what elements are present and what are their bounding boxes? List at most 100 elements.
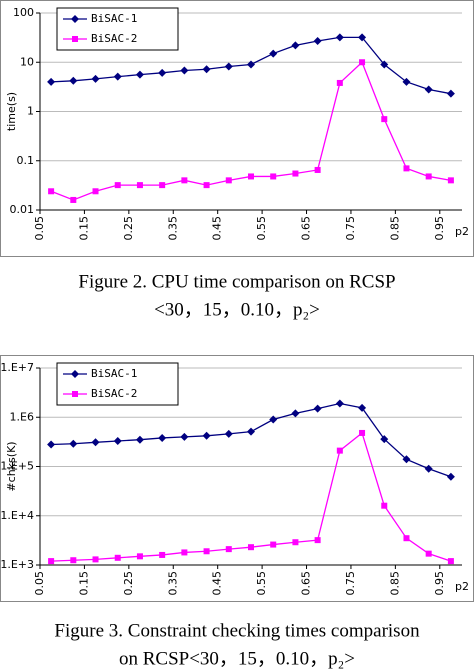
y-tick-label: 1.E6	[10, 410, 34, 423]
caption: Figure 3. Constraint checking times comp…	[54, 620, 420, 641]
marker	[359, 429, 366, 436]
marker	[380, 60, 389, 69]
x-tick-label: 0.65	[300, 216, 313, 241]
marker	[71, 15, 79, 23]
marker	[381, 116, 388, 123]
marker	[403, 165, 410, 172]
marker	[425, 173, 432, 180]
marker	[446, 89, 455, 98]
x-tick-label: 0.25	[122, 216, 135, 241]
marker	[291, 41, 300, 50]
y-tick-label: 0.1	[17, 154, 35, 167]
caption: <30，15，0.10，p₂>	[154, 299, 320, 320]
x-tick-label: 0.35	[166, 216, 179, 241]
marker	[403, 535, 410, 542]
legend-label: BiSAC-1	[91, 12, 137, 25]
marker	[224, 429, 233, 438]
marker	[92, 556, 99, 563]
marker	[136, 553, 143, 560]
marker	[425, 550, 432, 557]
marker	[447, 177, 454, 184]
x-tick-label: 0.15	[77, 216, 90, 241]
y-tick-label: 1.E+3	[0, 558, 34, 571]
marker	[292, 170, 299, 177]
marker	[424, 464, 433, 473]
marker	[71, 370, 79, 378]
marker	[291, 409, 300, 418]
marker	[159, 182, 166, 189]
marker	[158, 68, 167, 77]
marker	[47, 440, 56, 449]
marker	[48, 188, 55, 195]
x-tick-label: 0.65	[300, 571, 313, 596]
marker	[113, 72, 122, 81]
x-tick-label: 0.05	[33, 571, 46, 596]
x-tick-label: 0.45	[211, 216, 224, 241]
marker	[180, 66, 189, 75]
marker	[225, 177, 232, 184]
marker	[159, 551, 166, 558]
marker	[269, 415, 278, 424]
marker	[335, 33, 344, 42]
marker	[70, 557, 77, 564]
marker	[202, 65, 211, 74]
marker	[135, 70, 144, 79]
marker	[402, 77, 411, 86]
marker	[92, 188, 99, 195]
x-tick-label: 0.75	[344, 571, 357, 596]
x-tick-label: 0.35	[166, 571, 179, 596]
marker	[335, 399, 344, 408]
marker	[270, 173, 277, 180]
marker	[247, 427, 255, 436]
x-tick-label: 0.85	[388, 216, 401, 241]
caption: Figure 2. CPU time comparison on RCSP	[78, 271, 395, 292]
marker	[202, 431, 211, 440]
marker	[424, 85, 433, 94]
marker	[380, 435, 389, 444]
marker	[314, 537, 321, 544]
x-axis-label: p2	[455, 580, 469, 593]
legend-label: BiSAC-1	[91, 367, 137, 380]
marker	[269, 49, 278, 58]
marker	[181, 177, 188, 184]
marker	[69, 439, 78, 448]
marker	[180, 432, 189, 441]
x-tick-label: 0.95	[433, 571, 446, 596]
marker	[203, 548, 210, 555]
marker	[402, 455, 411, 464]
marker	[359, 59, 366, 66]
marker	[135, 435, 144, 444]
y-tick-label: 100	[13, 6, 34, 19]
marker	[203, 182, 210, 189]
marker	[91, 438, 100, 447]
marker	[336, 447, 343, 454]
marker	[247, 60, 255, 69]
y-tick-label: 10	[20, 55, 34, 68]
x-tick-label: 0.55	[255, 216, 268, 241]
legend-label: BiSAC-2	[91, 32, 137, 45]
marker	[69, 76, 78, 85]
marker	[70, 196, 77, 203]
x-tick-label: 0.95	[433, 216, 446, 241]
marker	[313, 404, 322, 413]
marker	[48, 558, 55, 565]
x-tick-label: 0.55	[255, 571, 268, 596]
marker	[358, 33, 367, 42]
marker	[113, 436, 122, 445]
marker	[248, 173, 254, 180]
marker	[114, 554, 121, 561]
marker	[72, 391, 78, 397]
x-tick-label: 0.25	[122, 571, 135, 596]
marker	[270, 541, 277, 548]
caption: on RCSP<30，15，0.10，p₂>	[119, 648, 355, 669]
x-axis-label: p2	[455, 225, 469, 238]
marker	[47, 77, 56, 86]
marker	[114, 182, 121, 189]
marker	[313, 37, 322, 46]
y-tick-label: 1.E+5	[0, 460, 34, 473]
marker	[314, 166, 321, 173]
marker	[447, 558, 454, 565]
y-tick-label: 1.E+7	[0, 361, 34, 374]
marker	[72, 36, 78, 42]
